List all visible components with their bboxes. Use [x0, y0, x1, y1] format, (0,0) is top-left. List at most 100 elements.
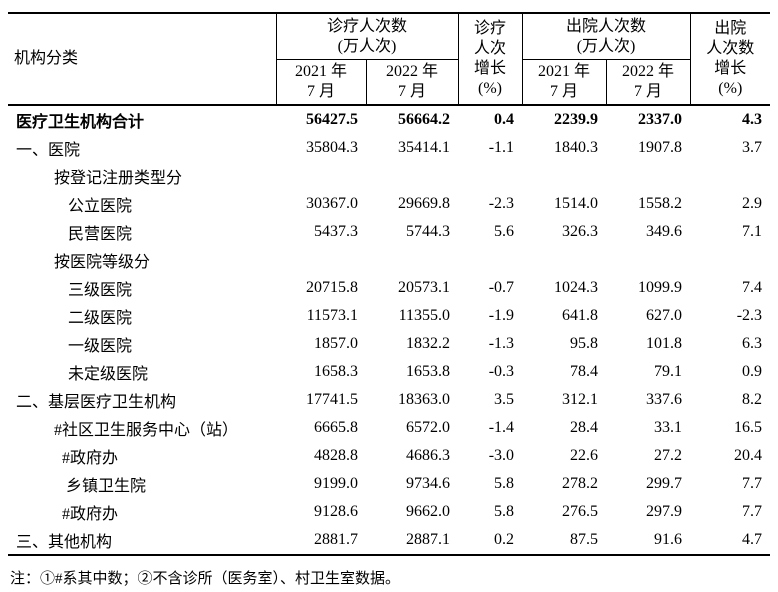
- table-row: 二、基层医疗卫生机构 17741.5 18363.0 3.5 312.1 337.6 8.2: [8, 386, 770, 414]
- value-cell: 0.2: [494, 531, 515, 548]
- row-label: 医疗卫生机构合计: [16, 114, 145, 131]
- value-cell: 326.3: [562, 223, 599, 240]
- value-cell: 56664.2: [398, 111, 451, 128]
- table-row: 一、医院 35804.3 35414.1 -1.1 1840.3 1907.8 3.7: [8, 134, 770, 162]
- table-row: 医疗卫生机构合计 56427.5 56664.2 0.4 2239.9 2337.0 4.3: [8, 105, 770, 134]
- value-cell: 27.2: [654, 447, 683, 464]
- row-label: 三、其他机构: [16, 534, 113, 551]
- value-cell: 7.4: [742, 279, 763, 296]
- row-label: 按医院等级分: [54, 254, 151, 271]
- value-cell: 20573.1: [398, 279, 451, 296]
- value-cell: 1658.3: [314, 363, 358, 380]
- value-cell: 35414.1: [398, 139, 451, 156]
- header-cell: 2021 年 7 月: [275, 59, 366, 105]
- value-cell: 1653.8: [406, 363, 451, 380]
- value-cell: 276.5: [562, 503, 599, 520]
- value-cell: 79.1: [654, 363, 683, 380]
- value-cell: 35804.3: [306, 139, 358, 156]
- value-cell: 2239.9: [554, 111, 599, 128]
- row-label: #社区卫生服务中心（站）: [54, 422, 239, 439]
- value-cell: -3.0: [488, 447, 515, 464]
- value-cell: 641.8: [562, 307, 599, 324]
- value-cell: 2337.0: [638, 111, 683, 128]
- value-cell: 6.3: [742, 335, 763, 352]
- value-cell: 3.7: [742, 139, 763, 156]
- value-cell: 28.4: [570, 419, 599, 436]
- value-cell: 30367.0: [306, 195, 358, 212]
- value-cell: 16.5: [734, 419, 763, 436]
- value-cell: 20715.8: [306, 279, 358, 296]
- value-cell: 91.6: [654, 531, 683, 548]
- header-cell: 诊疗人次数 (万人次): [275, 13, 459, 60]
- table-row: 一级医院 1857.0 1832.2 -1.3 95.8 101.8 6.3: [8, 330, 770, 358]
- value-cell: 78.4: [570, 363, 599, 380]
- value-cell: 297.9: [646, 503, 683, 520]
- row-label: 一级医院: [68, 338, 133, 355]
- value-cell: 22.6: [570, 447, 599, 464]
- value-cell: 1024.3: [554, 279, 599, 296]
- value-cell: 29669.8: [398, 195, 451, 212]
- value-cell: 6572.0: [406, 419, 451, 436]
- table-row: 三、其他机构 2881.7 2887.1 0.2 87.5 91.6 4.7: [8, 526, 770, 555]
- header-cell: 2021 年 7 月: [521, 59, 607, 105]
- row-label: 未定级医院: [68, 366, 149, 383]
- value-cell: 312.1: [562, 391, 599, 408]
- value-cell: 1907.8: [638, 139, 683, 156]
- value-cell: 4.3: [742, 111, 763, 128]
- table-row: 未定级医院 1658.3 1653.8 -0.3 78.4 79.1 0.9: [8, 358, 770, 386]
- row-label: 三级医院: [68, 282, 133, 299]
- value-cell: 5.8: [494, 503, 515, 520]
- value-cell: -1.4: [488, 419, 515, 436]
- value-cell: 9734.6: [406, 475, 451, 492]
- value-cell: 20.4: [734, 447, 763, 464]
- value-cell: 2887.1: [406, 531, 451, 548]
- value-cell: -2.3: [736, 307, 763, 324]
- value-cell: 1558.2: [638, 195, 683, 212]
- header-cell: 诊疗 人次 增长 (%): [457, 13, 523, 105]
- header-cell: 出院 人次数 增长 (%): [689, 13, 771, 105]
- value-cell: 95.8: [570, 335, 599, 352]
- value-cell: 299.7: [646, 475, 683, 492]
- value-cell: 1099.9: [638, 279, 683, 296]
- value-cell: 101.8: [646, 335, 683, 352]
- row-label: 一、医院: [16, 142, 81, 159]
- value-cell: 0.9: [742, 363, 763, 380]
- value-cell: 11355.0: [398, 307, 451, 324]
- value-cell: -0.7: [488, 279, 515, 296]
- value-cell: 1832.2: [406, 335, 451, 352]
- table-row: #社区卫生服务中心（站） 6665.8 6572.0 -1.4 28.4 33.1 16.5: [8, 414, 770, 442]
- value-cell: 278.2: [562, 475, 599, 492]
- row-label: #政府办: [62, 506, 119, 523]
- value-cell: 18363.0: [398, 391, 451, 408]
- value-cell: 9128.6: [314, 503, 358, 520]
- header-cell: 出院人次数 (万人次): [521, 13, 691, 60]
- value-cell: 17741.5: [306, 391, 358, 408]
- row-label: 民营医院: [68, 226, 133, 243]
- value-cell: 9199.0: [314, 475, 358, 492]
- value-cell: -1.3: [488, 335, 515, 352]
- value-cell: 1514.0: [554, 195, 599, 212]
- value-cell: -1.1: [488, 139, 515, 156]
- value-cell: 7.1: [742, 223, 763, 240]
- table-row: 二级医院 11573.1 11355.0 -1.9 641.8 627.0 -2.3: [8, 302, 770, 330]
- table-row: 公立医院 30367.0 29669.8 -2.3 1514.0 1558.2 2.9: [8, 190, 770, 218]
- value-cell: -2.3: [488, 195, 515, 212]
- table-header: 机构分类 诊疗人次数 (万人次) 诊疗 人次 增长 (%) 出院人次数 (万人次…: [8, 13, 771, 105]
- footnote: 注：①#系其中数；②不含诊所（医务室）、村卫生室数据。: [10, 571, 401, 587]
- value-cell: 7.7: [742, 475, 763, 492]
- row-label: 二级医院: [68, 310, 133, 327]
- value-cell: 0.4: [494, 111, 515, 128]
- value-cell: 56427.5: [306, 111, 358, 128]
- row-label: 公立医院: [68, 198, 133, 215]
- table-row: 乡镇卫生院 9199.0 9734.6 5.8 278.2 299.7 7.7: [8, 470, 770, 498]
- value-cell: 5.6: [494, 223, 515, 240]
- table-body: 医疗卫生机构合计 56427.5 56664.2 0.4 2239.9 2337.0 4.3…: [8, 105, 771, 555]
- table-row: 三级医院 20715.8 20573.1 -0.7 1024.3 1099.9 7.4: [8, 274, 770, 302]
- value-cell: 8.2: [742, 391, 763, 408]
- value-cell: 7.7: [742, 503, 763, 520]
- value-cell: 6665.8: [314, 419, 358, 436]
- value-cell: -1.9: [488, 307, 515, 324]
- table-row: 按医院等级分: [8, 246, 770, 274]
- value-cell: 4828.8: [314, 447, 358, 464]
